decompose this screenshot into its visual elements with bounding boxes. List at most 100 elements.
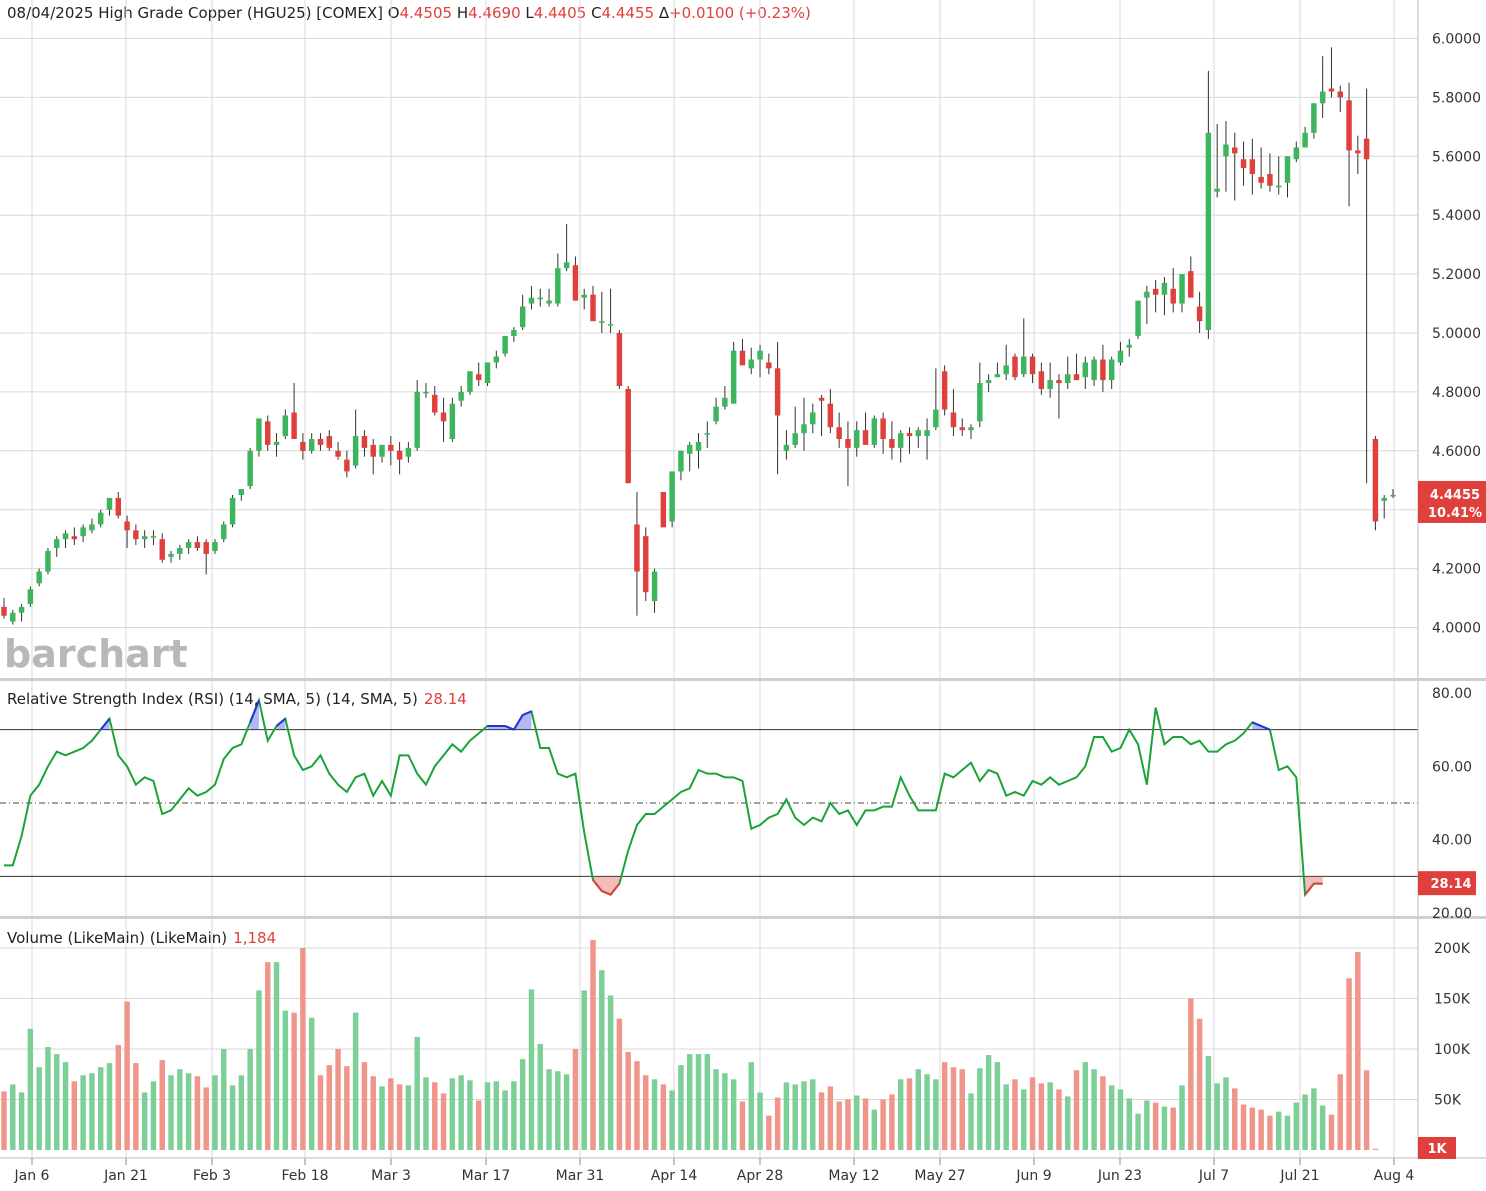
volume-bar bbox=[1249, 1107, 1256, 1150]
candle-body bbox=[1152, 288, 1159, 295]
volume-title-text: Volume (LikeMain) (LikeMain) bbox=[7, 929, 227, 947]
candle-body bbox=[414, 391, 420, 448]
volume-bar bbox=[212, 1075, 218, 1150]
volume-bar bbox=[704, 1054, 711, 1150]
candle-body bbox=[1302, 132, 1308, 148]
volume-bar bbox=[396, 1084, 403, 1150]
volume-bar bbox=[827, 1086, 834, 1150]
header-open-label: O bbox=[387, 4, 400, 22]
volume-bar bbox=[71, 1081, 78, 1150]
candle-body bbox=[344, 459, 350, 472]
candle-body bbox=[1012, 356, 1018, 378]
candle-body bbox=[1258, 176, 1264, 183]
candle-body bbox=[423, 391, 429, 394]
volume-bar bbox=[300, 948, 306, 1150]
volume-bar bbox=[159, 1060, 165, 1150]
x-tick-label: Mar 17 bbox=[462, 1168, 511, 1184]
chart-header: 08/04/2025 High Grade Copper (HGU25) [CO… bbox=[7, 4, 811, 22]
candle-body bbox=[238, 489, 245, 495]
volume-bar bbox=[968, 1093, 974, 1150]
candle-body bbox=[203, 542, 209, 554]
volume-bar bbox=[440, 1093, 447, 1150]
candle-body bbox=[889, 439, 895, 448]
candle-body bbox=[71, 536, 78, 540]
volume-bar bbox=[950, 1067, 957, 1150]
candle-body bbox=[1126, 344, 1132, 348]
volume-bar bbox=[168, 1075, 174, 1150]
volume-bar bbox=[616, 1018, 623, 1150]
volume-bar bbox=[405, 1085, 412, 1150]
candle-body bbox=[924, 430, 930, 437]
candle-body bbox=[607, 324, 614, 326]
price-tick-label: 4.6000 bbox=[1432, 444, 1481, 460]
candle-body bbox=[326, 436, 332, 448]
candle-body bbox=[256, 418, 262, 451]
volume-bar bbox=[221, 1049, 227, 1150]
rsi-tick-label: 40.00 bbox=[1432, 833, 1472, 849]
volume-bar bbox=[449, 1078, 456, 1150]
candle-body bbox=[651, 571, 658, 601]
candle-body bbox=[1082, 362, 1089, 378]
x-tick-label: Apr 14 bbox=[651, 1168, 698, 1184]
volume-bar bbox=[432, 1082, 438, 1150]
volume-bar bbox=[27, 1028, 34, 1150]
volume-bar bbox=[229, 1085, 236, 1150]
x-tick-label: May 12 bbox=[828, 1168, 879, 1184]
header-high-label: H bbox=[456, 4, 469, 22]
volume-bar bbox=[783, 1082, 790, 1150]
last-price-pct: 10.41% bbox=[1428, 506, 1482, 521]
volume-bar bbox=[810, 1079, 816, 1150]
volume-bar bbox=[713, 1069, 719, 1150]
candle-body bbox=[572, 265, 579, 301]
candle-body bbox=[177, 547, 183, 554]
candle-body bbox=[361, 436, 368, 448]
candle-body bbox=[1056, 380, 1062, 384]
volume-bar bbox=[352, 1012, 359, 1150]
header-high-value: 4.4690 bbox=[468, 4, 521, 22]
volume-bar bbox=[1284, 1115, 1291, 1150]
candle-body bbox=[854, 430, 860, 448]
volume-bar bbox=[1056, 1089, 1062, 1150]
candle-body bbox=[168, 553, 174, 557]
x-tick-label: Jan 6 bbox=[14, 1168, 50, 1184]
volume-bar bbox=[906, 1078, 913, 1150]
candle-body bbox=[352, 436, 359, 466]
candle-body bbox=[141, 536, 148, 540]
candle-body bbox=[871, 418, 878, 445]
volume-bar bbox=[915, 1069, 922, 1150]
candle-body bbox=[792, 433, 798, 445]
volume-bar bbox=[660, 1084, 667, 1150]
candle-body bbox=[1038, 371, 1045, 389]
candle-body bbox=[669, 471, 675, 522]
candle-body bbox=[194, 542, 201, 548]
candle-body bbox=[563, 262, 570, 269]
rsi-tick-label: 80.00 bbox=[1432, 686, 1472, 702]
volume-bar bbox=[203, 1087, 209, 1150]
candle-body bbox=[915, 430, 922, 437]
volume-bar bbox=[467, 1080, 473, 1150]
volume-bar bbox=[97, 1067, 104, 1150]
header-low-label: L bbox=[525, 4, 534, 22]
volume-bar bbox=[590, 939, 596, 1150]
rsi-line bbox=[4, 696, 1323, 898]
candle-body bbox=[1135, 300, 1141, 336]
candle-body bbox=[783, 444, 790, 451]
volume-bar bbox=[335, 1049, 341, 1150]
candle-body bbox=[977, 383, 983, 422]
candle-body bbox=[379, 444, 385, 457]
candle-body bbox=[634, 524, 640, 572]
rsi-overbought-segment bbox=[1251, 721, 1262, 727]
rsi-title-value: 28.14 bbox=[424, 690, 467, 708]
candle-body bbox=[89, 524, 95, 531]
volume-bar bbox=[1205, 1056, 1212, 1150]
candle-body bbox=[185, 542, 192, 548]
x-tick-label: Mar 31 bbox=[556, 1168, 605, 1184]
candle-body bbox=[467, 371, 473, 392]
price-tick-label: 4.8000 bbox=[1432, 385, 1481, 401]
candle-body bbox=[282, 415, 289, 437]
volume-bar bbox=[625, 1052, 631, 1150]
volume-bar bbox=[941, 1062, 948, 1150]
